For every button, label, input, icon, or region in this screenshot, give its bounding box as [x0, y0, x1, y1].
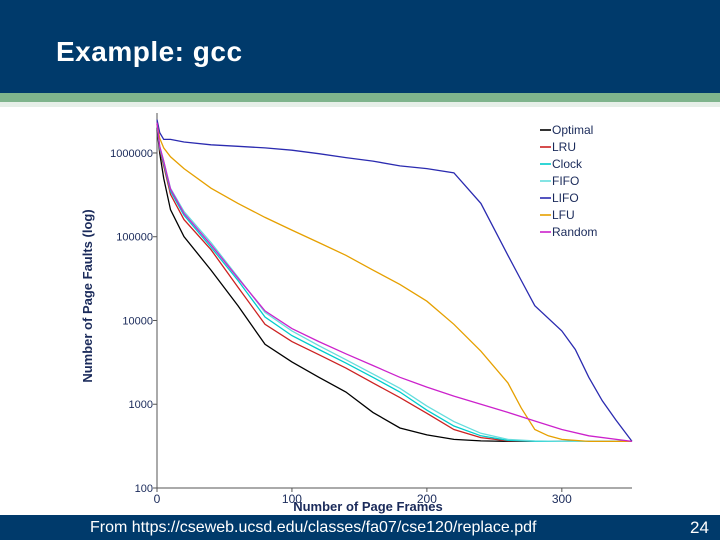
legend-label-fifo: FIFO [552, 174, 579, 188]
y-tick-label: 100 [135, 483, 153, 495]
x-tick-label: 300 [552, 492, 572, 506]
x-tick-label: 100 [282, 492, 302, 506]
y-tick-label: 1000000 [110, 148, 153, 160]
header-pale-stripe [0, 102, 720, 107]
slide-header: Example: gcc [0, 0, 720, 93]
y-tick-label: 100000 [116, 232, 153, 244]
legend-label-lifo: LIFO [552, 191, 579, 205]
series-line-clock [156, 124, 632, 443]
x-tick-label: 200 [417, 492, 437, 506]
source-citation: From https://cseweb.ucsd.edu/classes/fa0… [90, 519, 537, 536]
legend-label-optimal: Optimal [552, 123, 593, 137]
y-tick-label: 1000 [129, 399, 153, 411]
header-accent-stripe [0, 93, 720, 102]
y-tick-label: 10000 [122, 315, 153, 327]
slide-title: Example: gcc [56, 36, 243, 67]
series-line-lfu [156, 124, 632, 443]
legend-label-lfu: LFU [552, 208, 575, 222]
x-axis-label: Number of Page Frames [293, 499, 443, 514]
legend-label-clock: Clock [552, 157, 583, 171]
y-axis-label: Number of Page Faults (log) [80, 209, 95, 382]
slide-footer: From https://cseweb.ucsd.edu/classes/fa0… [0, 515, 720, 540]
legend-label-random: Random [552, 225, 597, 239]
page-number: 24 [690, 518, 709, 537]
series-line-lifo [156, 119, 633, 442]
series-line-lru [156, 124, 632, 443]
legend-label-lru: LRU [552, 140, 576, 154]
x-tick-label: 0 [154, 492, 161, 506]
series-line-random [156, 122, 633, 443]
